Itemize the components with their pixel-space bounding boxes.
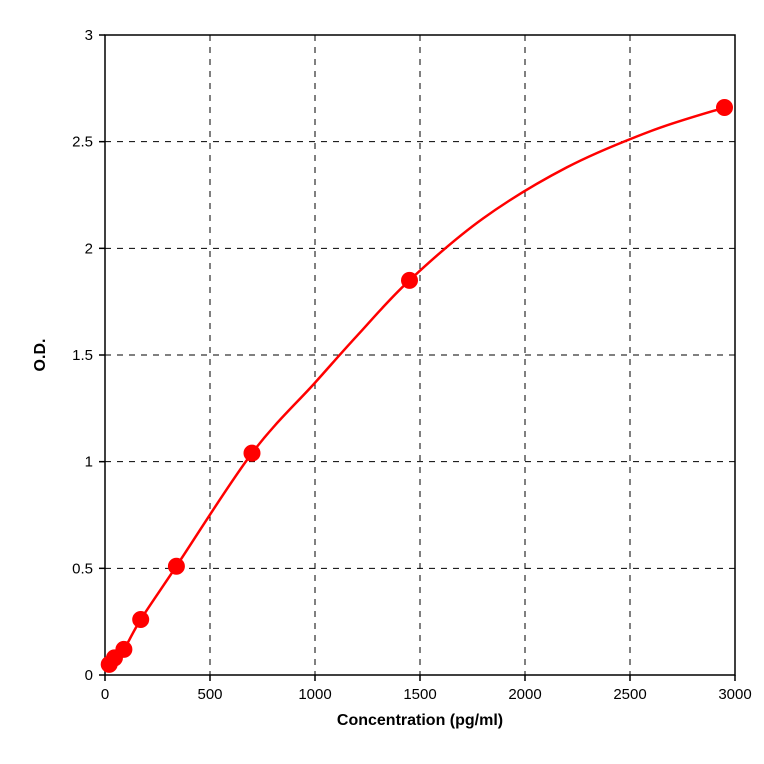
y-tick-label: 0 bbox=[85, 667, 93, 684]
x-axis-label: Concentration (pg/ml) bbox=[337, 712, 503, 729]
x-tick-label: 1000 bbox=[298, 686, 331, 703]
data-marker bbox=[168, 558, 184, 574]
data-marker bbox=[717, 100, 733, 116]
y-tick-label: 0.5 bbox=[72, 560, 93, 577]
y-tick-label: 2.5 bbox=[72, 134, 93, 151]
standard-curve-chart: 0 500 1000 1500 2000 2500 3000 0 0.5 1 1.5 2 2.5 3 Con… bbox=[0, 0, 764, 764]
y-tick-label: 1 bbox=[85, 454, 93, 471]
y-tick-label: 3 bbox=[85, 27, 93, 44]
y-axis-label: O.D. bbox=[32, 339, 49, 372]
data-marker bbox=[133, 612, 149, 628]
y-tick-label: 1.5 bbox=[72, 347, 93, 364]
data-marker bbox=[402, 272, 418, 288]
x-tick-label: 0 bbox=[101, 686, 109, 703]
x-tick-label: 3000 bbox=[718, 686, 751, 703]
x-tick-label: 1500 bbox=[403, 686, 436, 703]
data-marker bbox=[116, 641, 132, 657]
x-tick-label: 2000 bbox=[508, 686, 541, 703]
x-tick-label: 500 bbox=[197, 686, 222, 703]
x-tick-label: 2500 bbox=[613, 686, 646, 703]
chart-container: 0 500 1000 1500 2000 2500 3000 0 0.5 1 1.5 2 2.5 3 Con… bbox=[0, 0, 764, 764]
y-tick-label: 2 bbox=[85, 240, 93, 257]
data-marker bbox=[244, 445, 260, 461]
